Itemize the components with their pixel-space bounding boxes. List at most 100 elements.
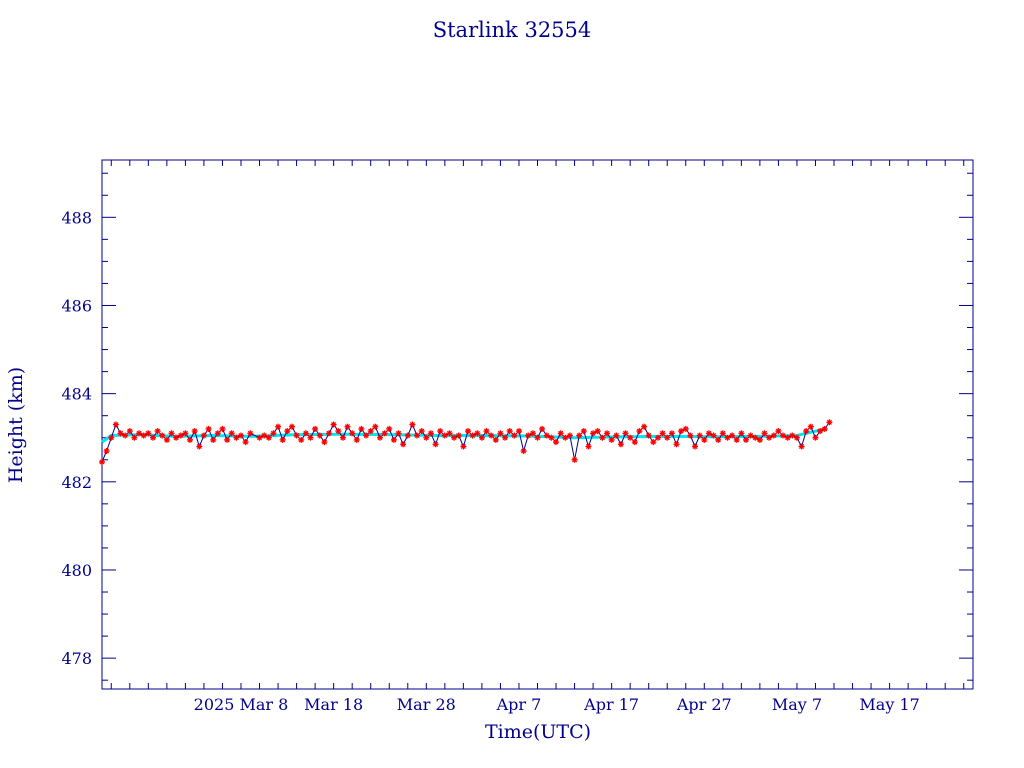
data-point — [594, 428, 601, 435]
data-point — [390, 436, 397, 443]
data-point — [724, 434, 731, 441]
data-point — [307, 434, 314, 441]
data-point — [418, 428, 425, 435]
plot-border — [101, 159, 974, 690]
data-point — [99, 459, 105, 465]
data-point — [659, 430, 666, 437]
data-point — [451, 434, 458, 441]
data-point — [655, 434, 661, 441]
data-point — [775, 428, 782, 435]
data-point — [465, 428, 471, 435]
data-point — [566, 432, 573, 439]
y-tick-label: 478 — [61, 649, 92, 668]
data-point — [821, 425, 828, 432]
data-point — [275, 423, 282, 430]
data-point — [682, 425, 689, 432]
data-point — [400, 441, 407, 448]
data-point — [548, 434, 555, 441]
data-point — [478, 434, 485, 441]
data-point — [372, 423, 379, 430]
data-point — [687, 432, 694, 439]
data-point — [557, 430, 564, 437]
data-point — [377, 434, 383, 441]
data-point — [163, 436, 170, 443]
data-point — [321, 439, 328, 446]
data-point — [404, 432, 411, 439]
data-point — [242, 439, 249, 446]
data-point — [516, 428, 522, 435]
data-point — [673, 441, 680, 448]
data-point — [344, 423, 351, 430]
data-point — [386, 425, 393, 432]
data-point — [613, 432, 620, 439]
data-point — [529, 430, 536, 437]
data-point — [122, 432, 129, 439]
data-point — [701, 436, 708, 443]
data-point — [409, 421, 416, 428]
data-point — [224, 436, 231, 443]
data-point — [576, 432, 583, 439]
x-tick-label: Mar 28 — [397, 695, 456, 714]
data-point — [349, 430, 356, 437]
y-tick-label: 482 — [61, 473, 92, 492]
data-point — [696, 432, 703, 439]
data-point — [502, 434, 509, 441]
data-point — [780, 432, 786, 439]
data-point — [302, 430, 309, 437]
data-point — [719, 430, 726, 437]
data-point — [511, 432, 518, 439]
data-point — [793, 434, 800, 441]
data-point — [571, 456, 578, 463]
data-point — [191, 428, 198, 435]
data-point — [664, 434, 671, 441]
data-point — [580, 428, 587, 435]
data-point — [650, 439, 657, 446]
data-point — [103, 448, 110, 454]
data-point — [339, 434, 346, 441]
data-point — [145, 430, 152, 437]
data-point — [474, 430, 481, 437]
data-point — [219, 425, 226, 432]
data-point — [812, 434, 819, 441]
data-point — [608, 436, 615, 443]
data-point — [108, 434, 115, 441]
data-point — [136, 430, 143, 437]
data-point — [187, 436, 193, 443]
data-point — [590, 430, 597, 437]
data-point — [298, 436, 305, 443]
data-point — [645, 432, 652, 439]
y-axis: 478 480 482 484 486 488 — [61, 172, 973, 681]
data-point — [585, 443, 592, 450]
data-point — [678, 428, 685, 435]
data-point — [715, 436, 722, 443]
x-tick-label: May 7 — [772, 695, 822, 714]
data-point — [112, 421, 119, 428]
data-point — [627, 434, 634, 441]
data-point — [525, 432, 532, 439]
data-point — [497, 430, 504, 437]
data-point — [159, 432, 166, 439]
y-tick-label: 486 — [61, 296, 92, 315]
data-point — [293, 432, 300, 439]
data-point — [761, 430, 768, 437]
data-point — [284, 428, 291, 435]
data-point — [367, 428, 374, 435]
x-tick-label: Apr 7 — [496, 695, 542, 714]
data-point — [182, 430, 189, 437]
data-point — [710, 432, 717, 439]
data-point — [247, 430, 254, 437]
data-point — [668, 430, 675, 437]
data-point — [214, 430, 221, 437]
data-point — [826, 419, 833, 426]
data-point — [177, 432, 184, 439]
data-point — [117, 430, 124, 437]
x-tick-label: 2025 Mar 8 — [194, 695, 289, 714]
data-point — [617, 441, 624, 448]
data-point — [455, 432, 462, 439]
data-point — [752, 434, 759, 441]
data-point — [427, 430, 434, 437]
y-tick-label: 488 — [61, 208, 92, 227]
data-point — [330, 421, 337, 428]
data-point — [743, 436, 749, 443]
